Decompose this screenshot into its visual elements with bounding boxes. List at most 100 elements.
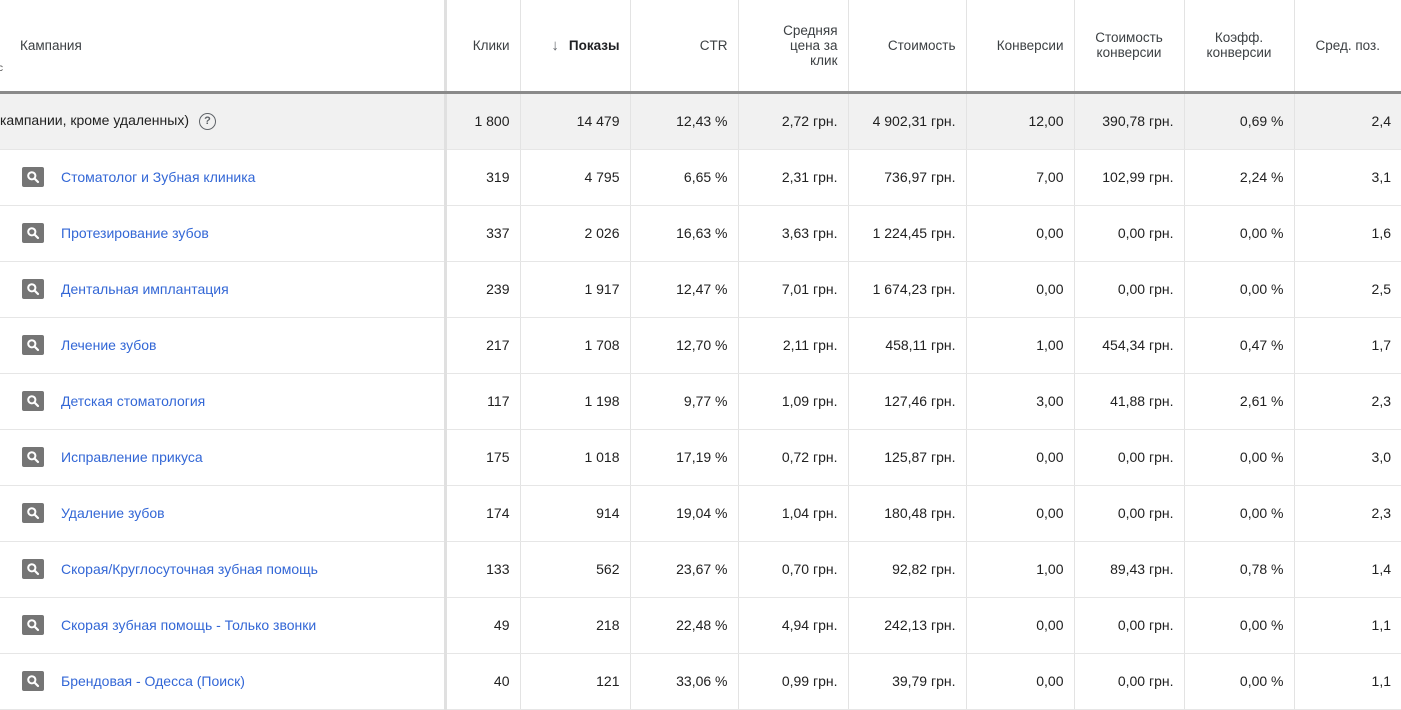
campaign-name-link[interactable]: Лечение зубов xyxy=(61,337,157,353)
campaign-avg-position: 1,4 xyxy=(1294,541,1401,598)
campaign-cost: 242,13 грн. xyxy=(848,597,967,654)
campaign-ctr: 12,47 % xyxy=(630,261,739,318)
column-header-cost[interactable]: Стоимость xyxy=(848,0,967,94)
search-campaign-icon xyxy=(22,559,44,579)
campaign-name-cell: Скорая зубная помощь - Только звонки xyxy=(0,597,447,654)
campaign-cost-per-conversion: 41,88 грн. xyxy=(1074,373,1185,430)
campaign-avg-position: 3,0 xyxy=(1294,429,1401,486)
campaign-name-cell: Удаление зубов xyxy=(0,485,447,542)
campaign-impressions: 1 917 xyxy=(520,261,631,318)
campaign-conversion-rate: 2,24 % xyxy=(1184,149,1295,206)
campaign-cost-per-conversion: 454,34 грн. xyxy=(1074,317,1185,374)
campaign-avg-position: 1,1 xyxy=(1294,597,1401,654)
column-header-conversions[interactable]: Конверсии xyxy=(966,0,1075,94)
campaign-name-cell: Лечение зубов xyxy=(0,317,447,374)
campaign-avg-position: 2,3 xyxy=(1294,485,1401,542)
campaign-name-link[interactable]: Скорая зубная помощь - Только звонки xyxy=(61,617,317,633)
campaign-avg-cpc: 0,70 грн. xyxy=(738,541,849,598)
campaign-name-cell: Дентальная имплантация xyxy=(0,261,447,318)
campaign-clicks: 239 xyxy=(445,261,521,318)
campaign-impressions: 121 xyxy=(520,653,631,710)
campaign-cost: 127,46 грн. xyxy=(848,373,967,430)
campaign-name-cell: Скорая/Круглосуточная зубная помощь xyxy=(0,541,447,598)
campaign-cost: 125,87 грн. xyxy=(848,429,967,486)
table-row: Стоматолог и Зубная клиника 319 4 795 6,65 … xyxy=(0,149,1401,206)
column-header-conversion-rate[interactable]: Коэфф. конверсии xyxy=(1184,0,1295,94)
campaign-ctr: 19,04 % xyxy=(630,485,739,542)
table-row: Лечение зубов 217 1 708 12,70 % 2,11 грн. 458… xyxy=(0,317,1401,374)
campaign-cost: 92,82 грн. xyxy=(848,541,967,598)
column-header-cost-per-conversion[interactable]: Стоимость конверсии xyxy=(1074,0,1185,94)
campaign-avg-position: 3,1 xyxy=(1294,149,1401,206)
column-header-avg-cpc[interactable]: Средняя цена за клик xyxy=(738,0,849,94)
help-circle-icon[interactable]: ? xyxy=(199,112,216,130)
campaign-name-link[interactable]: Детская стоматология xyxy=(61,393,206,409)
campaign-avg-position: 1,6 xyxy=(1294,205,1401,262)
campaign-ctr: 22,48 % xyxy=(630,597,739,654)
campaign-conversions: 3,00 xyxy=(966,373,1075,430)
campaign-conversions: 7,00 xyxy=(966,149,1075,206)
campaign-cost-per-conversion: 0,00 грн. xyxy=(1074,261,1185,318)
campaign-conversion-rate: 0,00 % xyxy=(1184,205,1295,262)
campaign-ctr: 16,63 % xyxy=(630,205,739,262)
campaign-impressions: 914 xyxy=(520,485,631,542)
campaign-name-link[interactable]: Протезирование зубов xyxy=(61,225,209,241)
campaign-cost-per-conversion: 0,00 грн. xyxy=(1074,597,1185,654)
campaign-cost: 1 224,45 грн. xyxy=(848,205,967,262)
campaign-impressions: 1 198 xyxy=(520,373,631,430)
campaign-clicks: 319 xyxy=(445,149,521,206)
campaign-avg-position: 1,1 xyxy=(1294,653,1401,710)
arrow-down-icon: ↓ xyxy=(551,36,559,54)
table-row: Исправление прикуса 175 1 018 17,19 % 0,72 г… xyxy=(0,429,1401,486)
campaign-avg-position: 1,7 xyxy=(1294,317,1401,374)
campaign-name-link[interactable]: Брендовая - Одесса (Поиск) xyxy=(61,673,245,689)
table-row: Скорая зубная помощь - Только звонки 49 21… xyxy=(0,597,1401,654)
campaign-clicks: 117 xyxy=(445,373,521,430)
campaign-avg-cpc: 3,63 грн. xyxy=(738,205,849,262)
total-row: кампании, кроме удаленных)? 1 800 14 479… xyxy=(0,92,1401,150)
campaign-conversions: 0,00 xyxy=(966,485,1075,542)
search-campaign-icon xyxy=(22,503,44,523)
campaign-cost-per-conversion: 0,00 грн. xyxy=(1074,485,1185,542)
campaign-conversions: 0,00 xyxy=(966,261,1075,318)
campaign-ctr: 9,77 % xyxy=(630,373,739,430)
campaign-name-link[interactable]: Дентальная имплантация xyxy=(61,281,229,297)
total-cost-per-conversion: 390,78 грн. xyxy=(1074,92,1185,150)
column-header-clicks[interactable]: Клики xyxy=(445,0,521,94)
total-label: кампании, кроме удаленных) xyxy=(0,112,189,129)
campaign-ctr: 33,06 % xyxy=(630,653,739,710)
campaign-avg-cpc: 0,72 грн. xyxy=(738,429,849,486)
search-campaign-icon xyxy=(22,223,44,243)
campaign-name-cell: Протезирование зубов xyxy=(0,205,447,262)
campaign-name-link[interactable]: Стоматолог и Зубная клиника xyxy=(61,169,256,185)
column-header-ctr[interactable]: CTR xyxy=(630,0,739,94)
search-campaign-icon xyxy=(22,671,44,691)
campaign-avg-cpc: 4,94 грн. xyxy=(738,597,849,654)
total-conversions: 12,00 xyxy=(966,92,1075,150)
total-conversion-rate: 0,69 % xyxy=(1184,92,1295,150)
column-header-campaign[interactable]: Кампания xyxy=(0,0,447,94)
campaign-conversion-rate: 2,61 % xyxy=(1184,373,1295,430)
campaign-clicks: 337 xyxy=(445,205,521,262)
campaign-impressions: 4 795 xyxy=(520,149,631,206)
campaign-conversion-rate: 0,78 % xyxy=(1184,541,1295,598)
campaign-cost-per-conversion: 0,00 грн. xyxy=(1074,429,1185,486)
table-row: Удаление зубов 174 914 19,04 % 1,04 грн. 180,… xyxy=(0,485,1401,542)
search-campaign-icon xyxy=(22,279,44,299)
campaign-clicks: 174 xyxy=(445,485,521,542)
campaign-name-cell: Детская стоматология xyxy=(0,373,447,430)
column-header-impressions[interactable]: ↓ Показы xyxy=(520,0,631,94)
campaign-avg-cpc: 1,04 грн. xyxy=(738,485,849,542)
campaign-cost-per-conversion: 102,99 грн. xyxy=(1074,149,1185,206)
column-header-avg-position[interactable]: Сред. поз. xyxy=(1294,0,1401,94)
campaign-name-link[interactable]: Исправление прикуса xyxy=(61,449,203,465)
campaign-ctr: 6,65 % xyxy=(630,149,739,206)
campaign-ctr: 23,67 % xyxy=(630,541,739,598)
campaign-name-link[interactable]: Удаление зубов xyxy=(61,505,165,521)
campaign-name-cell: Исправление прикуса xyxy=(0,429,447,486)
campaign-conversion-rate: 0,00 % xyxy=(1184,485,1295,542)
total-avg-cpc: 2,72 грн. xyxy=(738,92,849,150)
campaign-name-link[interactable]: Скорая/Круглосуточная зубная помощь xyxy=(61,561,318,577)
campaign-impressions: 562 xyxy=(520,541,631,598)
campaign-name-cell: Брендовая - Одесса (Поиск) xyxy=(0,653,447,710)
